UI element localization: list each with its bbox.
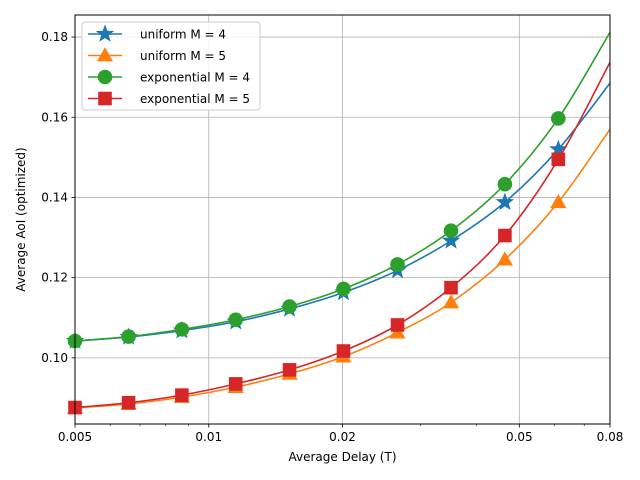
y-tick-label: 0.18 (41, 30, 68, 44)
data-point (336, 344, 351, 358)
series-line (74, 31, 611, 342)
x-tick-label: 0.01 (195, 430, 222, 444)
ticks: 0.005 0.01 0.02 0.05 0.08 0.10 0.12 0.14 0.16 0.1… (41, 30, 623, 444)
data-point (228, 377, 243, 391)
legend-marker (97, 69, 113, 85)
legend-marker (95, 24, 115, 42)
series-3 (68, 61, 611, 415)
data-point (121, 395, 136, 410)
data-point (443, 223, 459, 239)
legend-marker (98, 91, 112, 106)
y-tick-label: 0.16 (41, 110, 68, 124)
y-axis-label: Average AoI (optimized) (14, 147, 28, 291)
legend: uniform M = 4 uniform M = 5 exponential M … (81, 21, 261, 111)
x-tick-label: 0.02 (329, 430, 356, 444)
data-point (551, 152, 566, 167)
legend-box (81, 21, 261, 111)
data-point (390, 318, 405, 332)
data-point (551, 111, 566, 126)
data-point (441, 231, 461, 249)
data-point (497, 176, 513, 192)
data-point (282, 363, 297, 377)
series-2 (67, 31, 611, 349)
data-point (282, 299, 297, 314)
series-1 (66, 128, 611, 414)
legend-label: uniform M = 5 (140, 49, 226, 63)
x-axis-label: Average Delay (T) (288, 450, 396, 464)
data-point (390, 257, 405, 272)
data-point (442, 294, 460, 309)
legend-label: exponential M = 4 (140, 71, 250, 85)
data-point (495, 192, 515, 211)
y-tick-label: 0.12 (41, 271, 68, 285)
data-point (121, 329, 136, 344)
series-line (74, 61, 611, 409)
y-tick-label: 0.14 (41, 190, 68, 204)
legend-label: uniform M = 4 (140, 28, 226, 42)
x-tick-label: 0.05 (506, 430, 533, 444)
data-point (228, 312, 244, 328)
legend-marker (96, 47, 114, 62)
data-point (550, 194, 567, 209)
data-point (336, 281, 351, 297)
data-point (498, 228, 512, 243)
series-0 (65, 82, 611, 349)
legend-label: exponential M = 5 (140, 92, 250, 106)
x-tick-label: 0.08 (597, 430, 624, 444)
data-point (175, 388, 189, 402)
y-tick-label: 0.10 (41, 351, 68, 365)
data-point (496, 251, 513, 266)
data-point (174, 322, 190, 337)
data-point (444, 280, 458, 295)
x-tick-label: 0.005 (58, 430, 92, 444)
